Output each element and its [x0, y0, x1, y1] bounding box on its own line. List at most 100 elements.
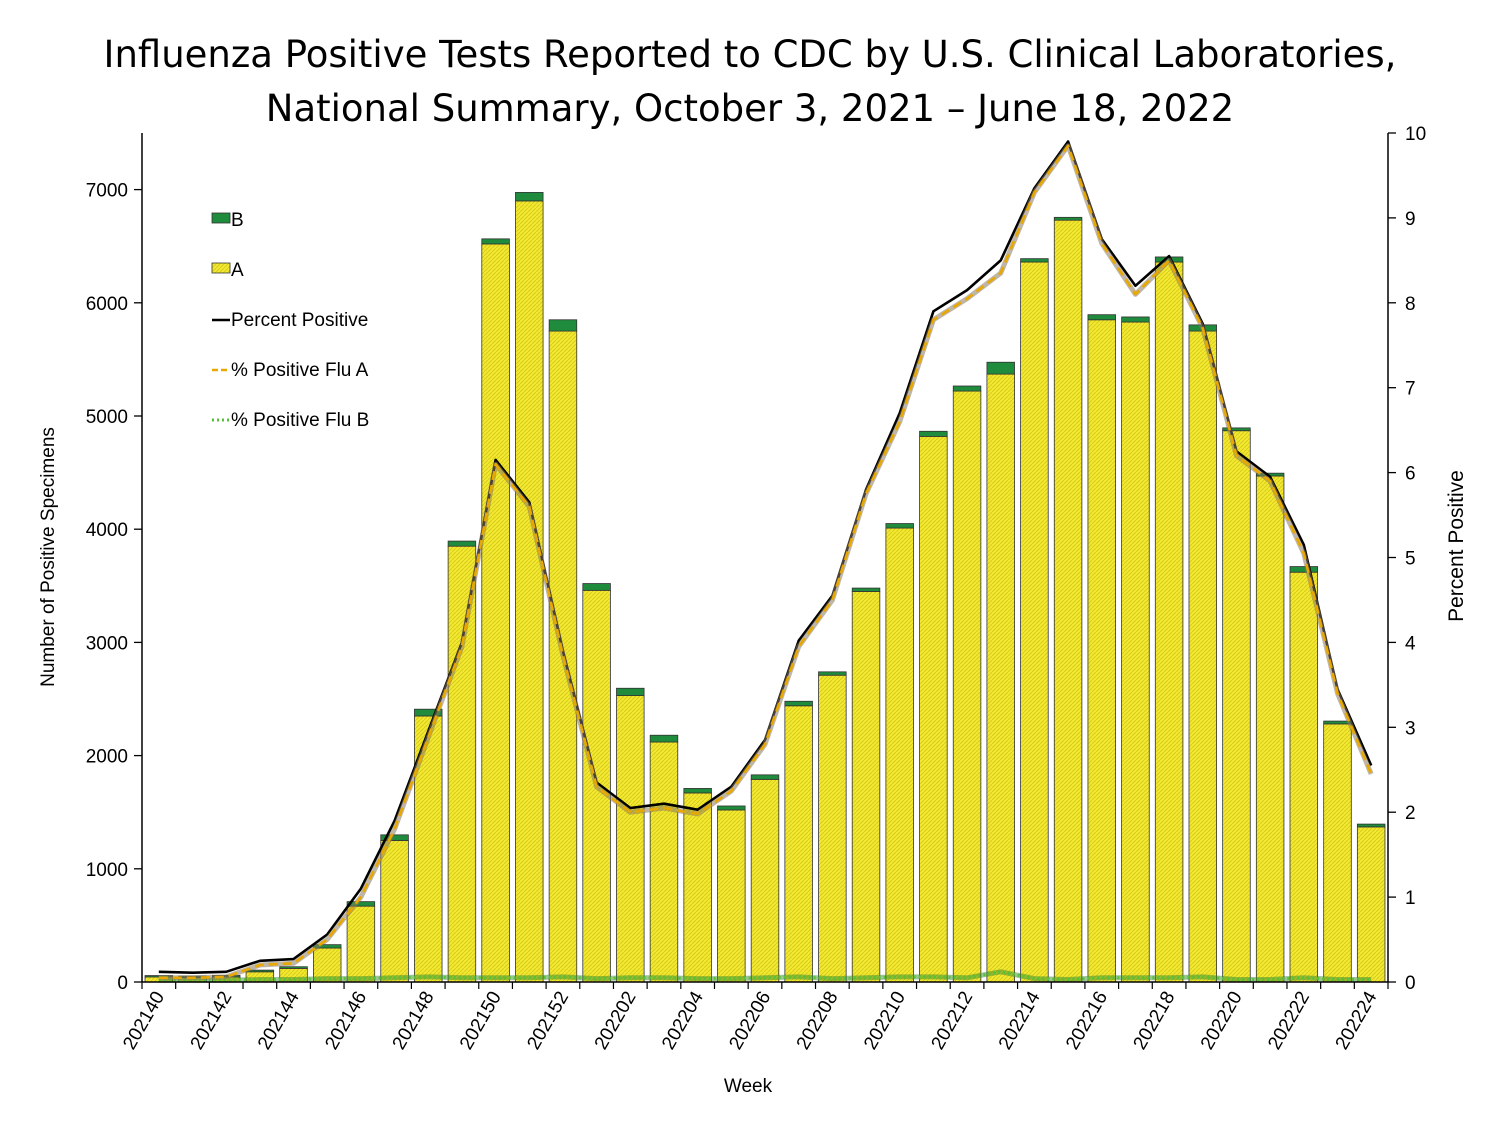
legend-label: % Positive Flu B [231, 410, 369, 431]
x-tick-label: 202140 [119, 988, 169, 1053]
y-left-tick-label: 3000 [86, 633, 128, 654]
bar-b-202204 [683, 788, 712, 794]
bar-b-202206 [750, 774, 780, 780]
x-tick-label: 202218 [1130, 988, 1180, 1053]
bar-b-202149 [447, 540, 477, 547]
x-tick-label: 202150 [456, 988, 506, 1053]
y-right-tick-label: 4 [1405, 633, 1416, 654]
legend-label: % Positive Flu A [231, 360, 369, 381]
bar-a-202224 [1356, 826, 1386, 983]
bar-a-202203 [649, 741, 679, 983]
bar-a-202146 [346, 905, 376, 983]
lines-group [158, 140, 1374, 983]
bar-a-202205 [717, 809, 746, 983]
y-right-tick-label: 10 [1405, 124, 1426, 145]
bar-a-202150 [481, 243, 510, 983]
x-axis-label: Week [724, 1076, 773, 1097]
x-tick-label: 202216 [1062, 988, 1112, 1053]
x-tick-label: 202222 [1264, 988, 1314, 1053]
x-tick-label: 202220 [1197, 988, 1247, 1053]
bar-b-202201 [582, 583, 611, 591]
x-tick-label: 202202 [591, 988, 641, 1053]
bar-b-202222 [1289, 566, 1319, 573]
bar-a-202215 [1053, 219, 1083, 983]
y-right-tick-label: 9 [1405, 209, 1416, 230]
legend-label: A [231, 260, 244, 281]
bar-a-202147 [380, 840, 409, 983]
line-percent-b [158, 970, 1372, 982]
bar-b-202220 [1222, 427, 1251, 432]
y-right-tick-label: 6 [1405, 464, 1416, 485]
bar-b-202207 [784, 700, 813, 707]
line-percent-a [158, 144, 1373, 980]
x-tick-label: 202208 [793, 988, 843, 1053]
bar-b-202151 [515, 192, 544, 202]
bar-a-202210 [885, 527, 914, 983]
bar-b-202203 [649, 734, 679, 743]
x-tick-label: 202214 [995, 988, 1045, 1054]
bar-a-202223 [1323, 723, 1352, 983]
bar-a-202216 [1087, 319, 1116, 983]
bar-b-202213 [986, 361, 1015, 375]
bar-b-202208 [818, 671, 847, 676]
x-tick-label: 202142 [187, 988, 237, 1053]
x-tick-label: 202144 [254, 988, 304, 1054]
y-right-tick-label: 7 [1405, 379, 1416, 400]
y-left-tick-label: 7000 [86, 181, 128, 202]
y-left-tick-label: 4000 [86, 520, 128, 541]
legend: B A Percent Positive % Positive Flu A % Posi… [211, 210, 369, 431]
legend-swatch-b [211, 212, 231, 224]
bar-b-202202 [616, 687, 645, 697]
bar-b-202216 [1087, 314, 1116, 321]
bar-b-202224 [1356, 823, 1386, 828]
bar-b-202148 [414, 708, 443, 717]
y-left-tick-label: 1000 [86, 860, 128, 881]
x-tick-label: 202146 [321, 988, 371, 1053]
legend-label: Percent Positive [231, 310, 368, 331]
bar-a-202212 [952, 390, 982, 983]
y-right-tick-label: 0 [1405, 973, 1416, 994]
y-right-tick-label: 8 [1405, 294, 1416, 315]
bar-b-202215 [1053, 216, 1083, 221]
bar-a-202209 [851, 591, 881, 983]
bar-a-202151 [515, 200, 544, 983]
legend-swatch-a [211, 262, 231, 274]
y-right-tick-label: 3 [1405, 718, 1416, 739]
bar-a-202218 [1154, 261, 1184, 983]
x-tick-label: 202224 [1332, 988, 1382, 1054]
bar-a-202217 [1121, 321, 1150, 983]
bar-b-202211 [919, 430, 948, 437]
bar-b-202217 [1121, 316, 1150, 323]
bar-b-202152 [548, 319, 578, 332]
axes-group: 0 1000 2000 3000 4000 5000 6000 7000 0 1 2 3 4 5 6 7 8 9 1… [86, 124, 1426, 1053]
x-tick-label: 202206 [725, 988, 775, 1053]
y-right-tick-label: 1 [1405, 888, 1416, 909]
bar-a-202219 [1188, 330, 1217, 983]
bar-a-202207 [784, 705, 813, 983]
y-right-tick-label: 5 [1405, 549, 1416, 570]
x-tick-label: 202148 [389, 988, 439, 1053]
bar-a-202221 [1255, 475, 1285, 983]
y-left-tick-label: 5000 [86, 407, 128, 428]
bar-b-202144 [279, 966, 308, 969]
bar-a-202213 [986, 373, 1015, 983]
chart-title: Influenza Positive Tests Reported to CDC… [0, 28, 1500, 136]
bar-a-202214 [1020, 261, 1049, 983]
bar-b-202146 [346, 901, 376, 907]
bar-a-202208 [818, 674, 847, 983]
y-left-tick-label: 6000 [86, 294, 128, 315]
chart-title-line-1: Influenza Positive Tests Reported to CDC… [103, 33, 1397, 76]
y-left-tick-label: 0 [117, 973, 128, 994]
bar-a-202202 [616, 695, 645, 983]
bar-a-202222 [1289, 571, 1319, 983]
bar-b-202210 [885, 523, 914, 529]
x-tick-label: 202212 [927, 988, 977, 1053]
x-tick-label: 202210 [860, 988, 910, 1053]
y-right-tick-label: 2 [1405, 803, 1416, 824]
bar-b-202205 [717, 805, 746, 811]
y-axis-left-label: Number of Positive Specimens [38, 427, 59, 687]
bar-b-202214 [1020, 258, 1049, 263]
bar-b-202212 [952, 385, 982, 392]
x-tick-label: 202152 [523, 988, 573, 1053]
